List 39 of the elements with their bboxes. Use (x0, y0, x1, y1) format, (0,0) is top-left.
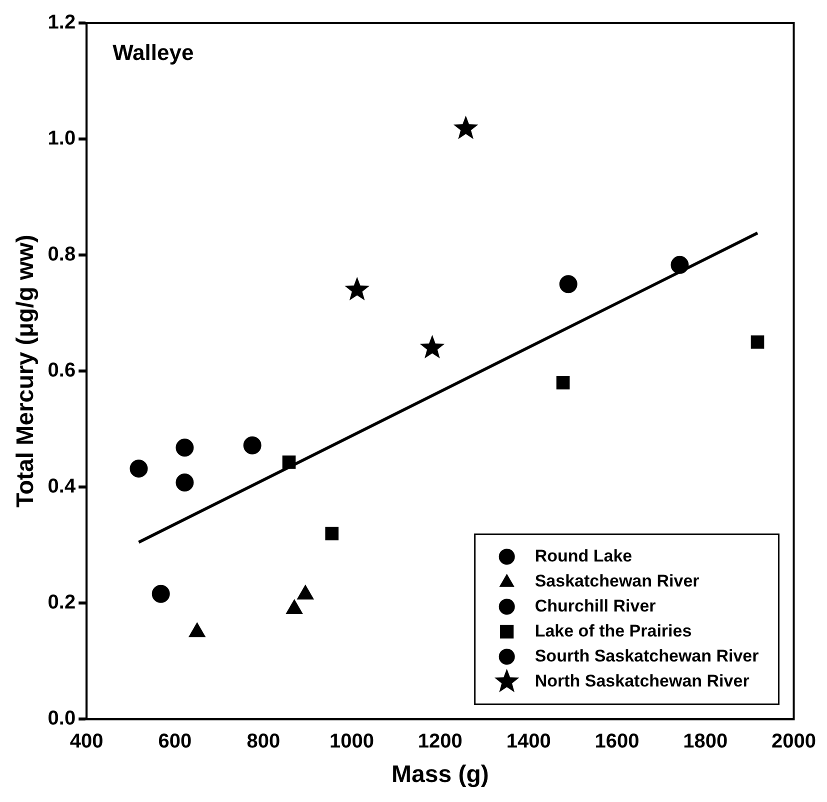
y-axis-title: Total Mercury (μg/g ww) (12, 234, 40, 508)
point (176, 438, 194, 457)
point (176, 473, 194, 492)
y-tick-label: 0.0 (48, 708, 76, 730)
point (559, 275, 578, 294)
y-tick-label: 0.6 (48, 360, 76, 382)
x-tick-label: 800 (246, 730, 280, 753)
point (420, 334, 445, 358)
legend-label: Lake of the Prairies (534, 621, 692, 640)
x-tick-label: 1000 (330, 730, 374, 753)
x-axis-title: Mass (g) (392, 761, 489, 788)
x-tick-label: 1600 (594, 730, 640, 753)
y-tick-label: 0.8 (48, 244, 76, 266)
x-tick-label: 2000 (772, 730, 816, 753)
x-tick-label: 400 (70, 730, 104, 753)
point (130, 460, 148, 478)
x-tick-label: 1200 (418, 730, 462, 753)
x-tick-label: 600 (158, 730, 192, 753)
y-tick-label: 1.0 (48, 128, 76, 150)
point (670, 256, 689, 274)
point (282, 456, 296, 469)
point (750, 335, 764, 349)
x-tick-label: 1800 (683, 730, 728, 753)
y-tick-label: 0.4 (48, 476, 76, 498)
y-tick-label: 0.2 (48, 592, 76, 614)
y-tick-label: 1.2 (48, 12, 76, 34)
legend-label: Sourth Saskatchewan River (534, 646, 760, 666)
legend-label: Saskatchewan River (534, 571, 700, 590)
text: Walleye (112, 40, 194, 66)
point (556, 376, 570, 390)
point (344, 276, 370, 300)
legend-label: Churchill River (534, 596, 656, 616)
point (243, 436, 262, 454)
point (325, 526, 339, 540)
legend-label: Round Lake (534, 546, 632, 566)
point (453, 116, 478, 140)
x-tick-label: 1400 (506, 730, 551, 753)
point (152, 584, 170, 603)
legend-label: North Saskatchewan River (534, 671, 750, 690)
